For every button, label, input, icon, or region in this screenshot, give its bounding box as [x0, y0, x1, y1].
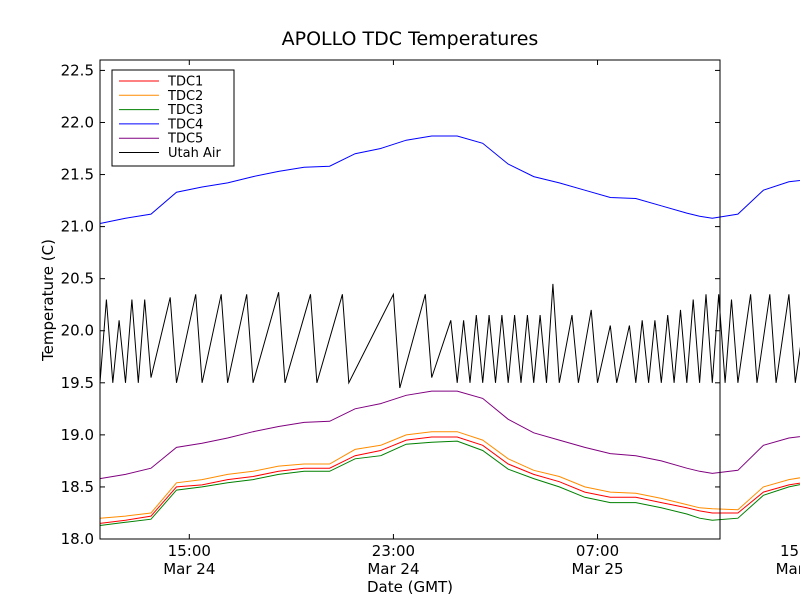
legend-label: TDC2	[167, 89, 203, 104]
series-line-tdc1	[99, 436, 800, 524]
legend-label: TDC4	[167, 117, 203, 132]
series-line-tdc3	[99, 440, 800, 526]
x-tick-time-label: 07:00	[576, 542, 619, 560]
series-line-tdc5	[99, 390, 800, 480]
chart-title: APOLLO TDC Temperatures	[282, 28, 539, 50]
x-tick-time-label: 23:00	[372, 542, 415, 560]
legend-label: TDC5	[167, 132, 203, 147]
y-tick-label: 18.5	[61, 478, 94, 496]
x-tick-date-label: Mar 24	[163, 560, 215, 578]
y-tick-label: 19.0	[61, 426, 94, 444]
legend-label: Utah Air	[168, 146, 221, 161]
x-tick-time-label: 15:00	[780, 542, 800, 560]
y-tick-label: 22.5	[61, 61, 94, 79]
series-line-tdc4	[99, 135, 800, 224]
y-tick-label: 20.0	[61, 322, 94, 340]
x-tick-date-label: Mar 25	[776, 560, 800, 578]
y-tick-label: 19.5	[61, 374, 94, 392]
y-tick-label: 18.0	[61, 530, 94, 548]
series-layer	[99, 135, 800, 526]
ticks-layer: 18.0 18.5 19.0 19.5 20.0 20.5 21.0 21.5 22.0 22.5…	[61, 60, 800, 578]
y-tick-label: 20.5	[61, 270, 94, 288]
x-tick-date-label: Mar 25	[571, 560, 623, 578]
x-axis-label: Date (GMT)	[367, 578, 453, 596]
plot-frame	[99, 59, 721, 540]
legend-label: TDC3	[167, 103, 203, 118]
legend-box	[111, 69, 235, 167]
series-line-tdc2	[99, 431, 800, 519]
y-axis-label: Temperature (C)	[39, 239, 57, 362]
y-tick-label: 21.0	[61, 218, 94, 236]
y-tick-label: 21.5	[61, 166, 94, 184]
x-tick-time-label: 15:00	[168, 542, 211, 560]
x-tick-date-label: Mar 24	[367, 560, 419, 578]
y-tick-label: 22.0	[61, 113, 94, 131]
legend-label: TDC1	[167, 75, 203, 90]
series-line-utah-air	[99, 283, 800, 389]
